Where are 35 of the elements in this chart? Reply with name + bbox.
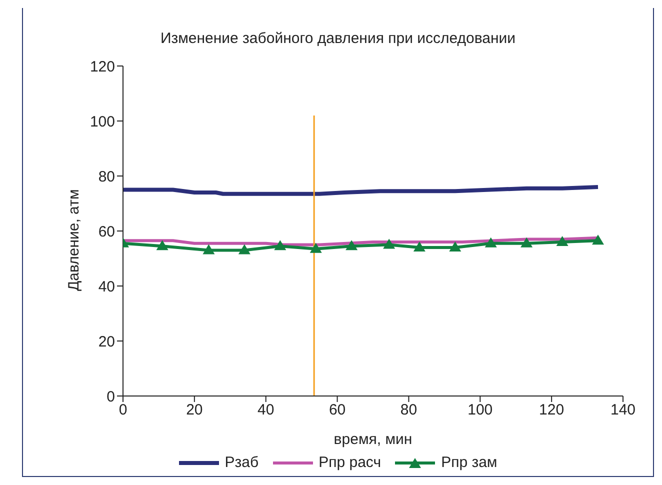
y-tick-label: 20 [98, 333, 115, 350]
legend-label: Рпр зам [440, 454, 498, 471]
point [156, 240, 168, 250]
y-tick-label: 100 [90, 113, 115, 130]
x-tick-label: 20 [186, 402, 203, 419]
y-axis-title: Давление, атм [65, 189, 82, 291]
chart-title: Изменение забойного давления при исследовании [159, 29, 517, 49]
x-tick-label: 40 [258, 402, 274, 419]
point [556, 236, 568, 246]
y-tick-label: 0 [106, 388, 115, 406]
point [484, 237, 497, 248]
point [413, 242, 426, 252]
y-tick-label: 80 [98, 168, 115, 186]
point [202, 244, 215, 254]
y-tick-label: 40 [98, 278, 115, 296]
x-tick-label: 80 [400, 402, 418, 419]
x-axis-title: время, мин [334, 431, 412, 448]
point [310, 242, 322, 253]
x-tick-label: 120 [539, 402, 564, 419]
x-tick-label: 140 [610, 402, 636, 419]
point [449, 242, 462, 252]
x-tick-label: 0 [118, 402, 128, 419]
point [383, 238, 396, 249]
y-tick-label: 60 [98, 223, 115, 240]
point [238, 244, 250, 254]
legend-label: Рзаб [224, 454, 259, 471]
legend-label: Рпр расч [318, 454, 382, 471]
x-tick-label: 60 [328, 402, 346, 419]
point [346, 240, 358, 250]
y-tick-label: 120 [90, 58, 115, 76]
x-tick-label: 100 [468, 402, 493, 419]
point [274, 240, 286, 250]
point [520, 237, 533, 248]
line-series [123, 185, 600, 196]
point [592, 234, 604, 245]
